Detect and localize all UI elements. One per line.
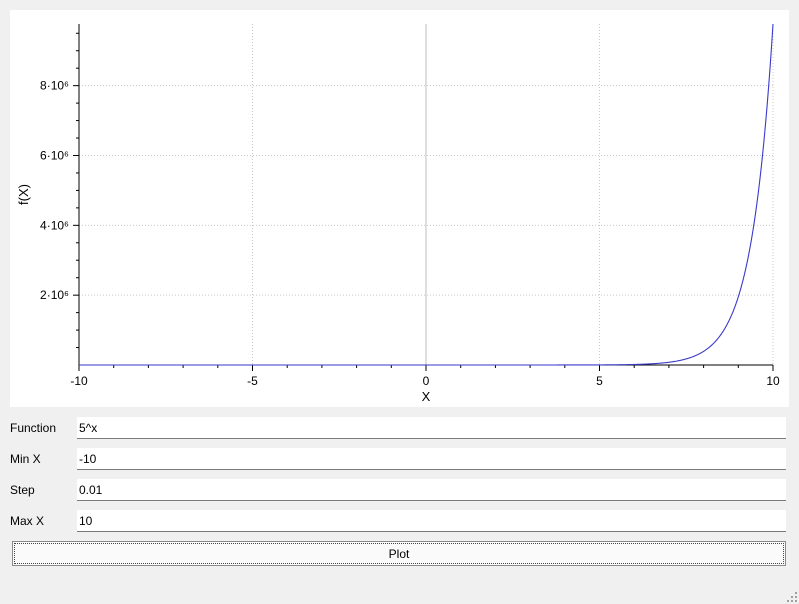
y-tick-label: 4·10⁶	[40, 218, 69, 232]
y-tick-label: 8·10⁶	[40, 79, 69, 93]
max-x-label: Max X	[10, 514, 45, 528]
x-axis-title: X	[422, 389, 431, 404]
min-x-label: Min X	[10, 452, 41, 466]
function-input[interactable]	[77, 417, 786, 439]
step-label: Step	[10, 483, 35, 497]
function-label: Function	[10, 421, 57, 435]
x-tick-label: -5	[247, 374, 258, 388]
size-grip-icon[interactable]	[787, 592, 797, 602]
y-tick-label: 2·10⁶	[40, 288, 69, 302]
function-plot: -10 -5 0 5 10 2·10⁶ 4·10⁶ 6·10⁶ 8·10⁶ Xf(X)	[16, 23, 780, 404]
x-tick-label: -10	[70, 374, 88, 388]
step-row: Step	[10, 479, 786, 503]
min-x-row: Min X	[10, 448, 786, 472]
plot-button[interactable]: Plot	[12, 541, 786, 566]
y-axis-title: f(X)	[16, 184, 31, 205]
function-row: Function	[10, 417, 786, 441]
x-tick-label: 0	[423, 374, 430, 388]
y-tick-label: 6·10⁶	[40, 148, 69, 162]
min-x-input[interactable]	[77, 448, 786, 470]
x-tick-label: 5	[596, 374, 603, 388]
function-curve	[79, 23, 774, 366]
x-tick-label: 10	[766, 374, 780, 388]
step-input[interactable]	[77, 479, 786, 501]
max-x-input[interactable]	[77, 510, 786, 532]
max-x-row: Max X	[10, 510, 786, 534]
